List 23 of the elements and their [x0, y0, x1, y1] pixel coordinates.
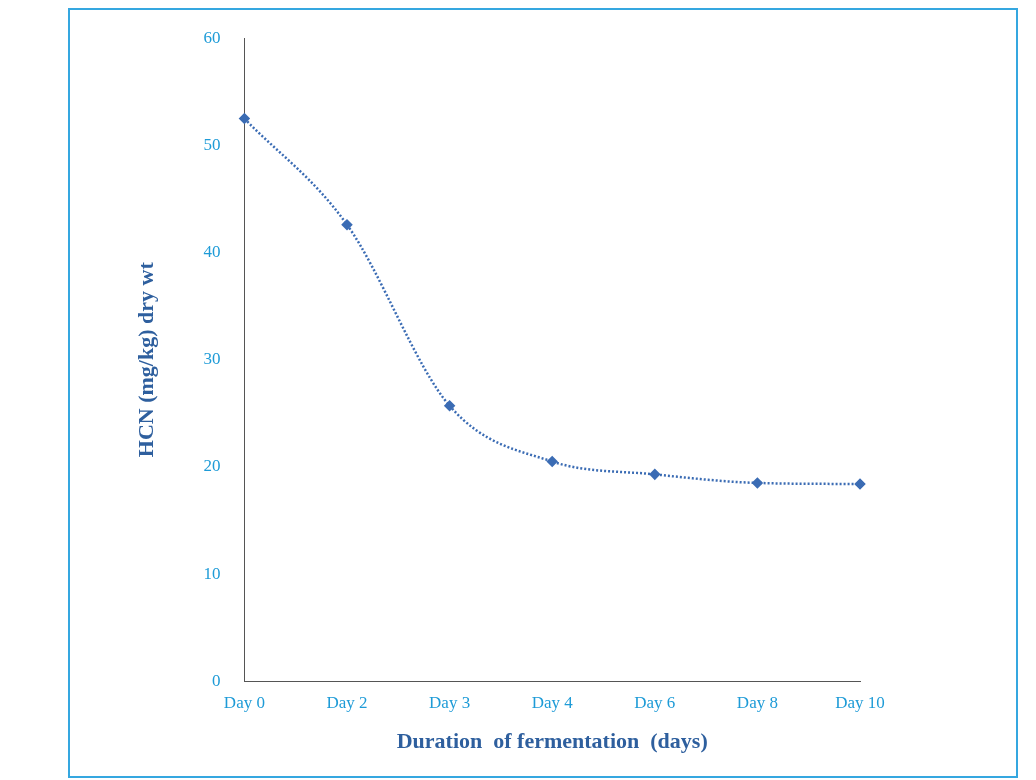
y-tick-label: 50 — [203, 134, 221, 154]
x-tick-label: Day 10 — [835, 692, 885, 712]
point — [649, 469, 661, 480]
point — [752, 477, 763, 489]
point — [854, 478, 866, 490]
y-axis-title: HCN (mg/kg) dry wt — [132, 261, 158, 458]
point — [341, 219, 353, 230]
x-tick-label: Day 2 — [326, 692, 368, 712]
y-tick-label: 30 — [203, 349, 221, 369]
y-tick-label: 40 — [203, 242, 221, 261]
y-tick-label: 60 — [203, 27, 221, 47]
x-tick-label: Day 8 — [736, 692, 778, 712]
x-tick-label: Day 6 — [634, 692, 676, 712]
y-tick-label: 10 — [203, 563, 221, 583]
x-tick-label: Day 0 — [223, 692, 265, 712]
x-tick-label: Day 4 — [531, 692, 574, 712]
x-tick-label: Day 3 — [429, 692, 471, 712]
x-axis-title: Duration of fermentation (days) — [396, 728, 708, 754]
point — [444, 400, 455, 412]
y-tick-label: 20 — [203, 456, 221, 476]
point — [546, 456, 558, 467]
y-tick-label: 0 — [211, 670, 221, 690]
point — [239, 113, 250, 124]
